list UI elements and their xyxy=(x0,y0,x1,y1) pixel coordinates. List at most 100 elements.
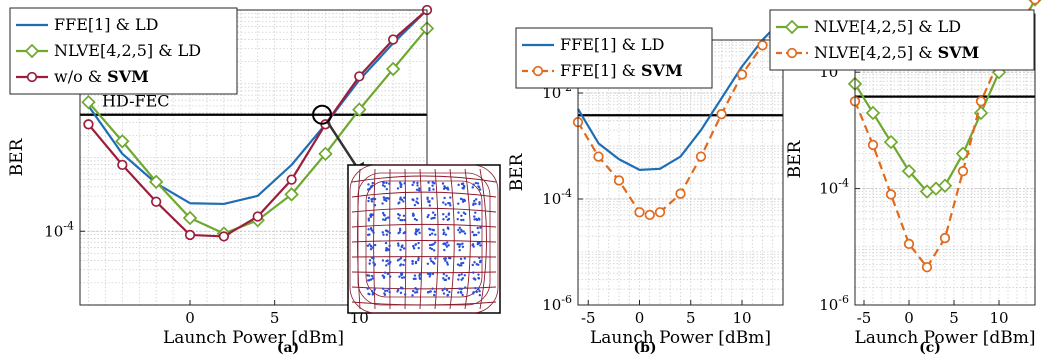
panel-label: (a) xyxy=(277,340,299,356)
symbol-dot xyxy=(385,233,389,236)
y-axis-label: BER xyxy=(785,139,805,178)
symbol-dot xyxy=(385,187,388,191)
symbol-dot xyxy=(398,228,402,232)
symbol-dot xyxy=(446,226,450,229)
data-point xyxy=(903,238,915,250)
symbol-dot xyxy=(472,271,475,274)
symbol-dot xyxy=(479,244,482,247)
decision-boundary xyxy=(479,168,487,310)
symbol-dot xyxy=(447,217,451,221)
symbol-dot xyxy=(461,261,465,265)
symbol-dot xyxy=(426,262,430,265)
symbol-dot xyxy=(416,288,419,291)
symbol-dot xyxy=(370,290,374,293)
symbol-dot xyxy=(418,189,421,192)
symbol-dot xyxy=(368,187,371,190)
symbol-dot xyxy=(367,279,370,282)
data-point xyxy=(921,262,933,273)
symbol-dot xyxy=(403,231,407,234)
data-point xyxy=(385,61,401,77)
symbol-dot xyxy=(475,263,478,266)
symbol-dot xyxy=(412,244,415,248)
symbol-dot xyxy=(414,261,418,265)
symbol-dot xyxy=(413,274,417,277)
decision-boundary xyxy=(357,172,491,306)
symbol-dot xyxy=(382,213,386,217)
decision-boundary xyxy=(357,168,361,310)
symbol-dot xyxy=(458,231,462,234)
symbol-dot xyxy=(460,214,463,217)
legend-marker xyxy=(784,19,800,35)
symbol-dot xyxy=(381,231,384,234)
data-point xyxy=(901,163,917,179)
symbol-dot xyxy=(460,287,463,291)
symbol-dot xyxy=(417,241,420,245)
x-tick-label: 5 xyxy=(270,309,280,327)
symbol-dot xyxy=(431,272,435,276)
symbol-dot xyxy=(373,243,377,247)
symbol-dot xyxy=(478,188,482,191)
y-tick-label: 10-6 xyxy=(542,293,572,314)
data-point xyxy=(81,94,96,110)
symbol-dot xyxy=(460,273,463,276)
symbol-dot xyxy=(417,246,420,250)
symbol-dot xyxy=(478,256,481,259)
legend-marker xyxy=(26,71,38,83)
symbol-dot xyxy=(402,263,405,267)
symbol-dot xyxy=(367,199,370,203)
symbol-dot xyxy=(413,203,417,207)
symbol-dot xyxy=(473,215,476,218)
symbol-dot xyxy=(434,257,437,260)
symbol-dot xyxy=(414,243,417,246)
symbol-dot xyxy=(447,212,451,215)
symbol-dot xyxy=(449,196,452,199)
series-line xyxy=(87,9,428,206)
symbol-dot xyxy=(457,211,460,214)
symbol-dot xyxy=(441,289,444,292)
y-tick-label: 10-6 xyxy=(819,293,849,314)
symbol-dot xyxy=(442,242,445,246)
symbol-dot xyxy=(445,274,448,278)
x-tick-label: 10 xyxy=(989,309,1008,327)
symbol-dot xyxy=(373,263,377,266)
x-tick-label: 0 xyxy=(904,309,914,327)
symbol-dot xyxy=(426,215,429,219)
symbol-dot xyxy=(447,276,451,280)
symbol-dot xyxy=(371,184,374,187)
series-1 xyxy=(572,16,789,221)
symbol-dot xyxy=(431,197,434,200)
symbol-dot xyxy=(477,231,480,234)
decision-boundary xyxy=(351,175,497,183)
symbol-dot xyxy=(444,259,447,262)
symbol-dot xyxy=(369,214,372,217)
symbol-dot xyxy=(428,243,432,247)
data-point xyxy=(115,134,130,149)
symbol-dot xyxy=(478,293,482,297)
y-tick-label: 10-4 xyxy=(819,177,849,198)
symbol-dot xyxy=(370,200,374,203)
symbol-dot xyxy=(472,290,475,294)
symbol-dot xyxy=(443,248,446,252)
symbol-dot xyxy=(385,259,388,263)
symbol-dot xyxy=(400,273,404,276)
symbol-dot xyxy=(464,286,467,289)
symbol-dot xyxy=(444,257,448,260)
data-point xyxy=(593,151,604,162)
symbol-dot xyxy=(444,203,447,206)
symbol-dot xyxy=(461,242,464,245)
legend: FFE[1] & LD NLVE[4,2,5] & LD w/o & SVM xyxy=(9,7,238,95)
symbol-dot xyxy=(430,217,433,220)
symbol-dot xyxy=(429,272,432,275)
symbol-dot xyxy=(432,188,435,191)
symbol-dot xyxy=(431,184,434,187)
symbol-dot xyxy=(386,272,390,276)
symbol-dot xyxy=(456,243,459,246)
symbol-dot xyxy=(411,294,414,297)
symbol-dot xyxy=(368,233,371,236)
data-point xyxy=(695,151,707,162)
decision-boundary xyxy=(351,223,497,228)
data-point xyxy=(675,188,686,199)
symbol-dot xyxy=(383,293,387,296)
data-point xyxy=(252,211,263,222)
